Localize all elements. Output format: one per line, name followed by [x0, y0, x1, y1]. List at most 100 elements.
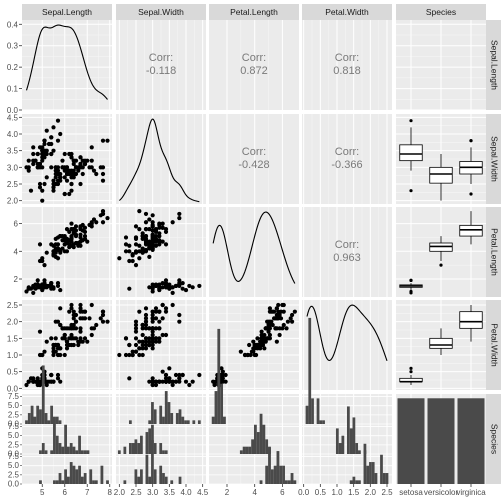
y-tick-label: 7.5 — [8, 392, 20, 401]
panel-1-4 — [396, 114, 486, 204]
panel-4-3 — [302, 317, 392, 485]
scatter-point — [177, 319, 182, 324]
scatter-point — [177, 282, 182, 287]
scatter-point — [163, 376, 169, 381]
box — [399, 144, 423, 162]
scatter-point — [150, 376, 155, 381]
histogram-bar — [287, 480, 291, 484]
histogram-bar — [164, 450, 168, 454]
y-tick-label: 1.0 — [7, 351, 19, 360]
scatter-point — [153, 239, 159, 244]
scatter-point — [69, 221, 74, 226]
scatter-point — [44, 339, 49, 344]
scatter-point — [51, 188, 56, 193]
scatter-point — [62, 191, 67, 197]
histogram-bar — [69, 443, 73, 454]
scatter-point — [160, 302, 165, 308]
scatter-point — [153, 243, 159, 248]
scatter-point — [160, 225, 165, 230]
scatter-point — [173, 283, 179, 289]
scatter-point — [163, 229, 169, 235]
scatter-point — [262, 336, 267, 341]
y-tick-label: 7.5 — [8, 452, 20, 461]
scatter-point — [157, 339, 162, 344]
histogram-bar — [78, 435, 81, 454]
scatter-point — [143, 211, 149, 217]
scatter-point — [133, 329, 139, 334]
scatter-point — [26, 158, 31, 163]
histogram-bar — [69, 462, 73, 484]
scatter-point — [143, 326, 149, 331]
scatter-point — [55, 342, 61, 348]
scatter-point — [117, 256, 122, 261]
y-tick-label: 2.5 — [8, 470, 20, 479]
column-strip-label-0: Sepal.Length — [42, 7, 92, 17]
correlation-value: 0.963 — [333, 252, 361, 264]
histogram-bar — [58, 420, 62, 424]
histogram-bar — [134, 469, 138, 484]
panel-2-2 — [209, 207, 299, 297]
x-tick-label: 0.0 — [298, 488, 310, 497]
column-strip-4 — [396, 4, 486, 20]
scatter-point — [143, 319, 149, 324]
scatter-point — [85, 339, 90, 344]
scatter-point — [67, 151, 72, 157]
scatter-point — [157, 309, 162, 314]
scatter-point — [51, 125, 56, 130]
histogram-bar — [148, 476, 152, 484]
scatter-point — [51, 379, 56, 384]
x-tick-label: 4.0 — [180, 488, 192, 497]
histogram-bar — [67, 476, 70, 484]
scatter-point — [40, 155, 45, 160]
histogram-bar — [123, 480, 127, 484]
scatter-point — [94, 322, 99, 328]
panel-1-1 — [116, 114, 206, 204]
scatter-point — [281, 322, 286, 328]
histogram-bar — [279, 465, 283, 484]
histogram-bar — [162, 473, 165, 484]
histogram-bar — [170, 413, 174, 424]
histogram-bar — [86, 450, 90, 454]
histogram-bar — [349, 480, 353, 484]
scatter-point — [153, 227, 159, 232]
row-strip-1 — [486, 114, 501, 204]
panel-0-3: Corr:0.818 — [302, 20, 392, 110]
scatter-point — [31, 161, 36, 167]
scatter-point — [31, 379, 36, 384]
histogram-bar — [197, 420, 201, 424]
scatter-point — [28, 376, 34, 381]
scatter-point — [150, 336, 155, 341]
histogram-bar — [134, 439, 138, 454]
y-tick-label: 0.5 — [7, 368, 19, 377]
column-strip-3 — [302, 4, 392, 20]
scatter-point — [60, 158, 65, 163]
scatter-point — [153, 316, 159, 321]
scatter-point — [91, 168, 97, 173]
x-tick-label: 2 — [225, 488, 230, 497]
x-axes: 5 6 7 8 2.0 2.5 3.0 3.5 4.0 4.5 2 4 6 0.0 0.5 1.0 1.5 2.0… — [40, 484, 486, 497]
scatter-point — [170, 302, 175, 308]
scatter-point — [153, 306, 159, 311]
histogram-bar — [352, 476, 356, 484]
scatter-point — [183, 287, 189, 293]
histogram-bar — [248, 446, 252, 454]
histogram-bar — [256, 432, 260, 454]
scatter-point — [127, 286, 132, 291]
scatter-point — [55, 346, 61, 351]
scatter-point — [167, 286, 172, 291]
histogram-bar — [308, 317, 312, 424]
scatter-point — [42, 138, 47, 143]
scatter-point — [130, 253, 135, 258]
scatter-point — [55, 118, 61, 123]
scatter-point — [67, 342, 72, 348]
density-curve — [306, 304, 388, 362]
scatter-point — [140, 339, 145, 344]
scatter-point — [55, 181, 61, 187]
scatter-point — [143, 322, 149, 328]
scatter-point — [73, 336, 79, 341]
histogram-bar — [92, 480, 95, 484]
histogram-bar — [128, 443, 132, 454]
density-curve — [118, 118, 200, 203]
scatter-point — [133, 336, 139, 341]
correlation-label: Corr: — [149, 52, 173, 64]
